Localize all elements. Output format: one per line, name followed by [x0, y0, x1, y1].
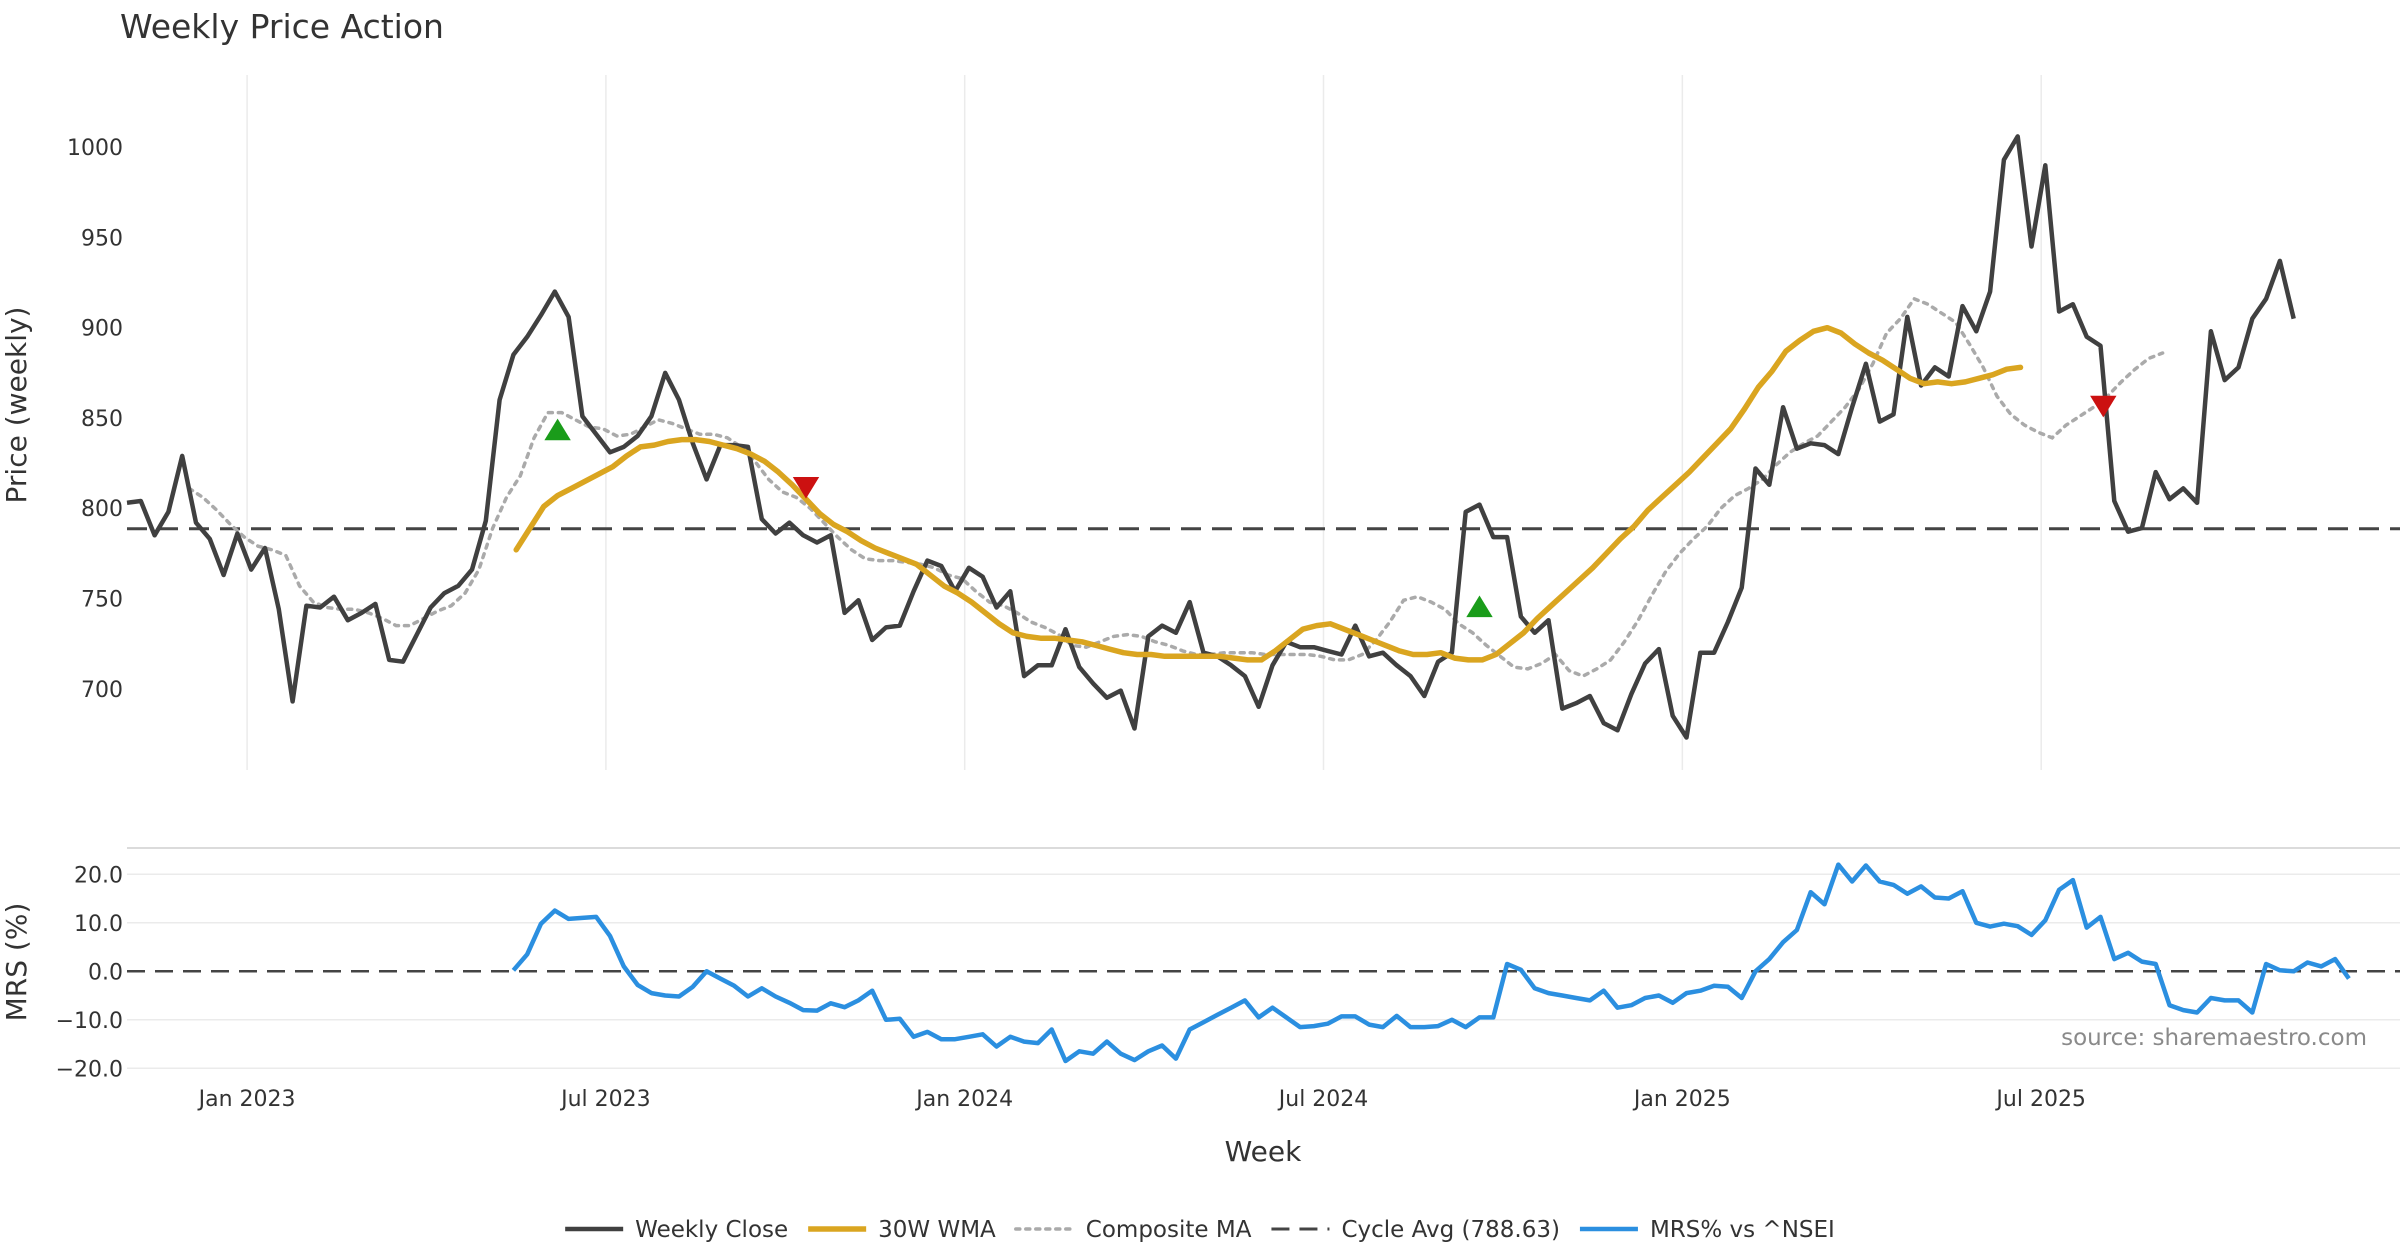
mrs-y-tick-0-0: 0.0 — [88, 960, 123, 985]
legend-label-cycle-avg-788-63: Cycle Avg (788.63) — [1341, 1217, 1560, 1243]
mrs-y-tick-20-0: −20.0 — [56, 1057, 123, 1082]
axis-ticks: 700 750 800 850 900 950 1000 −20.0 −10.0 0.0 10.0 2… — [56, 136, 2086, 1112]
legend-label-30w-wma: 30W WMA — [878, 1217, 996, 1243]
sell-signal-marker-2 — [792, 477, 820, 499]
x-tick-jan-2024: Jan 2024 — [914, 1087, 1013, 1112]
mrs-y-tick-20-0: 20.0 — [74, 863, 123, 888]
price-y-tick-700: 700 — [81, 678, 123, 703]
wma-30w-line — [513, 324, 2024, 663]
price-y-tick-800: 800 — [81, 497, 123, 522]
x-tick-jul-2023: Jul 2023 — [559, 1087, 651, 1112]
legend-label-weekly-close: Weekly Close — [635, 1217, 788, 1243]
mrs-grid — [127, 847, 2400, 1070]
source-note: source: sharemaestro.com — [2061, 1025, 2367, 1051]
x-axis-label: Week — [1225, 1135, 1302, 1168]
price-series-layer — [126, 134, 2400, 740]
legend-label-composite-ma: Composite MA — [1086, 1217, 1252, 1243]
price-y-tick-1000: 1000 — [67, 136, 123, 161]
x-tick-jul-2024: Jul 2024 — [1277, 1087, 1369, 1112]
price-y-tick-950: 950 — [81, 226, 123, 251]
price-y-tick-850: 850 — [81, 407, 123, 432]
legend-label-mrs-vs-nsei: MRS% vs ^NSEI — [1650, 1217, 1835, 1243]
mrs-y-tick-10-0: 10.0 — [74, 912, 123, 937]
price-y-tick-750: 750 — [81, 588, 123, 613]
price-grid — [246, 75, 2042, 770]
x-tick-jul-2025: Jul 2025 — [1994, 1087, 2086, 1112]
mrs-series-layer — [511, 862, 2351, 1064]
buy-signal-marker-3 — [1466, 595, 1493, 618]
x-tick-jan-2025: Jan 2025 — [1632, 1087, 1731, 1112]
sell-signal-marker-4 — [2090, 395, 2117, 418]
mrs-axis-label: MRS (%) — [0, 903, 33, 1022]
price-y-tick-900: 900 — [81, 317, 123, 342]
x-tick-jan-2023: Jan 2023 — [197, 1087, 296, 1112]
signal-markers — [544, 395, 2117, 618]
chart-title: Weekly Price Action — [120, 7, 444, 46]
mrs-y-tick-10-0: −10.0 — [56, 1009, 123, 1034]
mrs-line — [511, 862, 2351, 1064]
price-axis-label: Price (weekly) — [0, 307, 33, 504]
composite-ma-line — [187, 296, 2165, 679]
chart-legend: Weekly Close 30W WMA Composite MA Cycle Avg… — [565, 1217, 1835, 1243]
buy-signal-marker-1 — [544, 418, 571, 441]
